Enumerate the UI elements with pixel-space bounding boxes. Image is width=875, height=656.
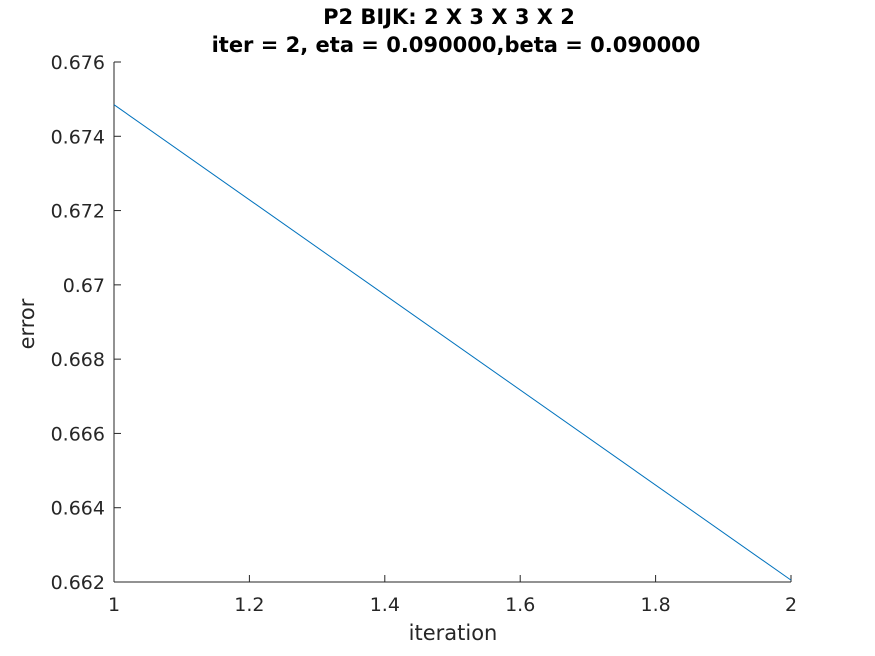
chart-title-line-2: iter = 2, eta = 0.090000,beta = 0.090000	[212, 33, 701, 57]
y-axis-ticks: 0.662 0.664 0.666 0.668 0.67 0.672 0.674 0.676	[51, 52, 121, 594]
y-tick-label: 0.666	[51, 423, 105, 445]
y-tick-label: 0.672	[51, 201, 105, 223]
y-tick-label: 0.662	[51, 572, 105, 594]
y-tick-label: 0.67	[63, 275, 105, 297]
axes	[113, 62, 791, 583]
plot-area	[113, 104, 792, 581]
y-tick-label: 0.668	[51, 349, 105, 371]
y-axis-label: error	[15, 298, 39, 349]
x-tick-label: 1.2	[234, 594, 264, 616]
series-line	[113, 104, 792, 581]
y-tick-label: 0.664	[51, 498, 105, 520]
x-tick-label: 1.8	[640, 594, 670, 616]
chart-title: P2 BIJK: 2 X 3 X 3 X 2 iter = 2, eta = 0…	[212, 5, 701, 57]
chart-title-line-1: P2 BIJK: 2 X 3 X 3 X 2	[323, 5, 575, 29]
x-tick-label: 2	[785, 594, 797, 616]
y-tick-label: 0.676	[51, 52, 105, 74]
x-axis-label: iteration	[409, 621, 498, 645]
x-tick-label: 1.6	[505, 594, 535, 616]
x-tick-label: 1.4	[370, 594, 400, 616]
x-axis-ticks: 1 1.2 1.4 1.6 1.8 2	[108, 575, 797, 616]
x-tick-label: 1	[108, 594, 120, 616]
y-tick-label: 0.674	[51, 126, 105, 148]
